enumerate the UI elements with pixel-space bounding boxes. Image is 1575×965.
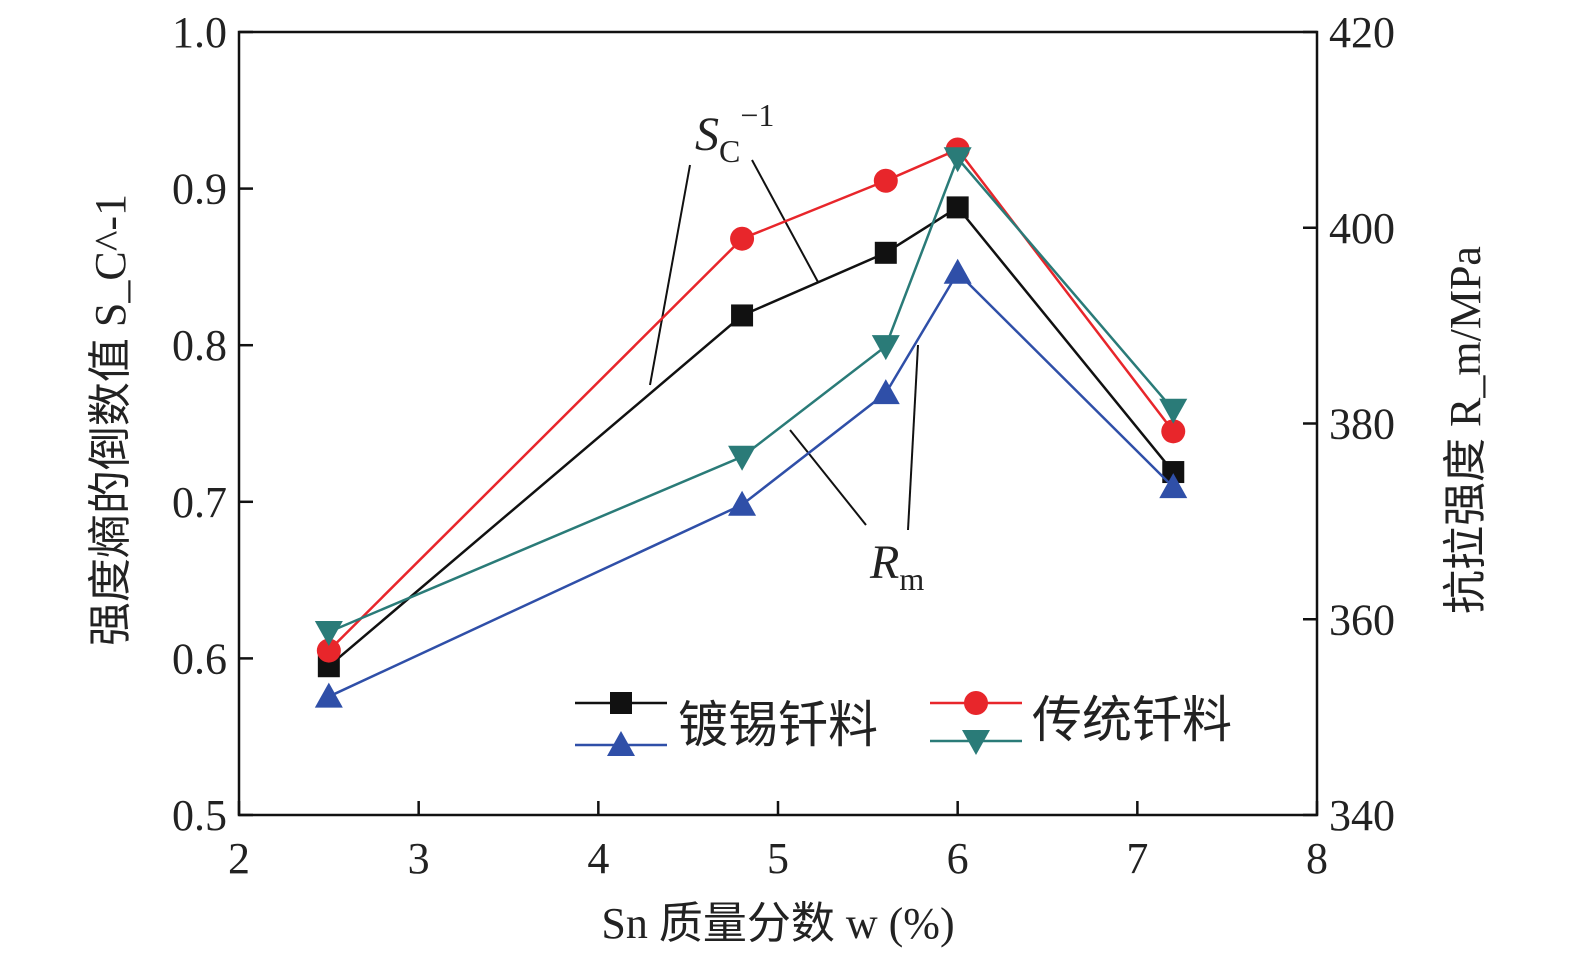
data-point-triangle-down <box>728 445 757 471</box>
data-point-square <box>610 692 632 714</box>
y-right-tick-label: 340 <box>1329 791 1395 840</box>
y-left-tick-label: 0.5 <box>172 791 227 840</box>
y-axis-label-right: 抗拉强度 R_m/MPa <box>1441 246 1490 614</box>
x-tick-label: 7 <box>1126 834 1148 883</box>
x-tick-label: 2 <box>228 834 250 883</box>
x-tick-label: 6 <box>947 834 969 883</box>
x-tick-label: 3 <box>408 834 430 883</box>
data-point-triangle-down <box>962 730 990 755</box>
y-left-tick-label: 0.7 <box>172 478 227 527</box>
y-left-tick-label: 0.9 <box>172 165 227 214</box>
data-point-square <box>1162 461 1185 484</box>
legend-label-tin: 镀锡钎料 <box>678 697 878 753</box>
data-point-triangle-down <box>1159 398 1188 424</box>
data-point-triangle-up <box>871 379 900 405</box>
x-tick-label: 5 <box>767 834 789 883</box>
y-left-tick-label: 1.0 <box>172 8 227 57</box>
annotation-rm-main: R <box>869 536 899 589</box>
data-point-circle <box>730 226 755 251</box>
legend-entry <box>575 731 667 756</box>
data-point-triangle-up <box>1159 473 1188 499</box>
series-1 <box>316 137 1186 663</box>
y-right-tick-label: 420 <box>1329 8 1395 57</box>
legend-entry <box>575 692 667 714</box>
data-point-circle <box>1161 419 1186 444</box>
y-axis-label-left: 强度熵的倒数值 S_C^-1 <box>86 194 135 646</box>
annotation-leader-line <box>907 344 919 531</box>
legend-entry <box>930 691 1022 715</box>
annotation-rm-sub: m <box>899 561 924 597</box>
annotation-sc-main: S <box>695 108 719 161</box>
x-axis-label: Sn 质量分数 w (%) <box>601 899 954 948</box>
data-point-triangle-up <box>943 258 972 284</box>
data-point-triangle-up <box>314 682 343 708</box>
series-0 <box>317 196 1185 678</box>
annotation-sc-sup: −1 <box>740 97 774 133</box>
data-point-triangle-down <box>943 147 972 173</box>
x-tick-label: 4 <box>587 834 609 883</box>
y-right-tick-label: 380 <box>1329 400 1395 449</box>
y-right-tick-label: 400 <box>1329 204 1395 253</box>
series-line <box>328 270 1175 698</box>
series-3 <box>314 147 1188 646</box>
series-line <box>328 155 1175 634</box>
legend-entry <box>930 730 1022 755</box>
series-2 <box>314 258 1188 708</box>
data-point-triangle-down <box>871 335 900 361</box>
data-point-square <box>946 196 969 219</box>
data-point-triangle-up <box>728 490 757 516</box>
y-right-tick-label: 360 <box>1329 595 1395 644</box>
y-left-tick-label: 0.8 <box>172 321 227 370</box>
annotation-sc-sub: C <box>719 133 740 169</box>
legend-label-trad: 传统钎料 <box>1032 692 1232 748</box>
y-left-tick-label: 0.6 <box>172 634 227 683</box>
annotation-sc: SC−1 <box>695 97 774 169</box>
x-tick-label: 8 <box>1306 834 1328 883</box>
data-point-square <box>731 304 754 327</box>
annotation-leader-line <box>649 164 691 386</box>
x-axis-label-text: Sn 质量分数 w (%) <box>601 899 954 948</box>
data-point-circle <box>316 638 341 663</box>
data-point-circle <box>964 691 988 715</box>
data-point-square <box>874 241 897 264</box>
series-line <box>327 147 1175 652</box>
series-line <box>328 205 1175 668</box>
data-point-triangle-down <box>314 620 343 646</box>
data-point-circle <box>873 168 898 193</box>
annotation-leader-line <box>789 429 867 526</box>
annotation-rm: Rm <box>869 536 924 597</box>
data-point-triangle-up <box>607 731 635 756</box>
